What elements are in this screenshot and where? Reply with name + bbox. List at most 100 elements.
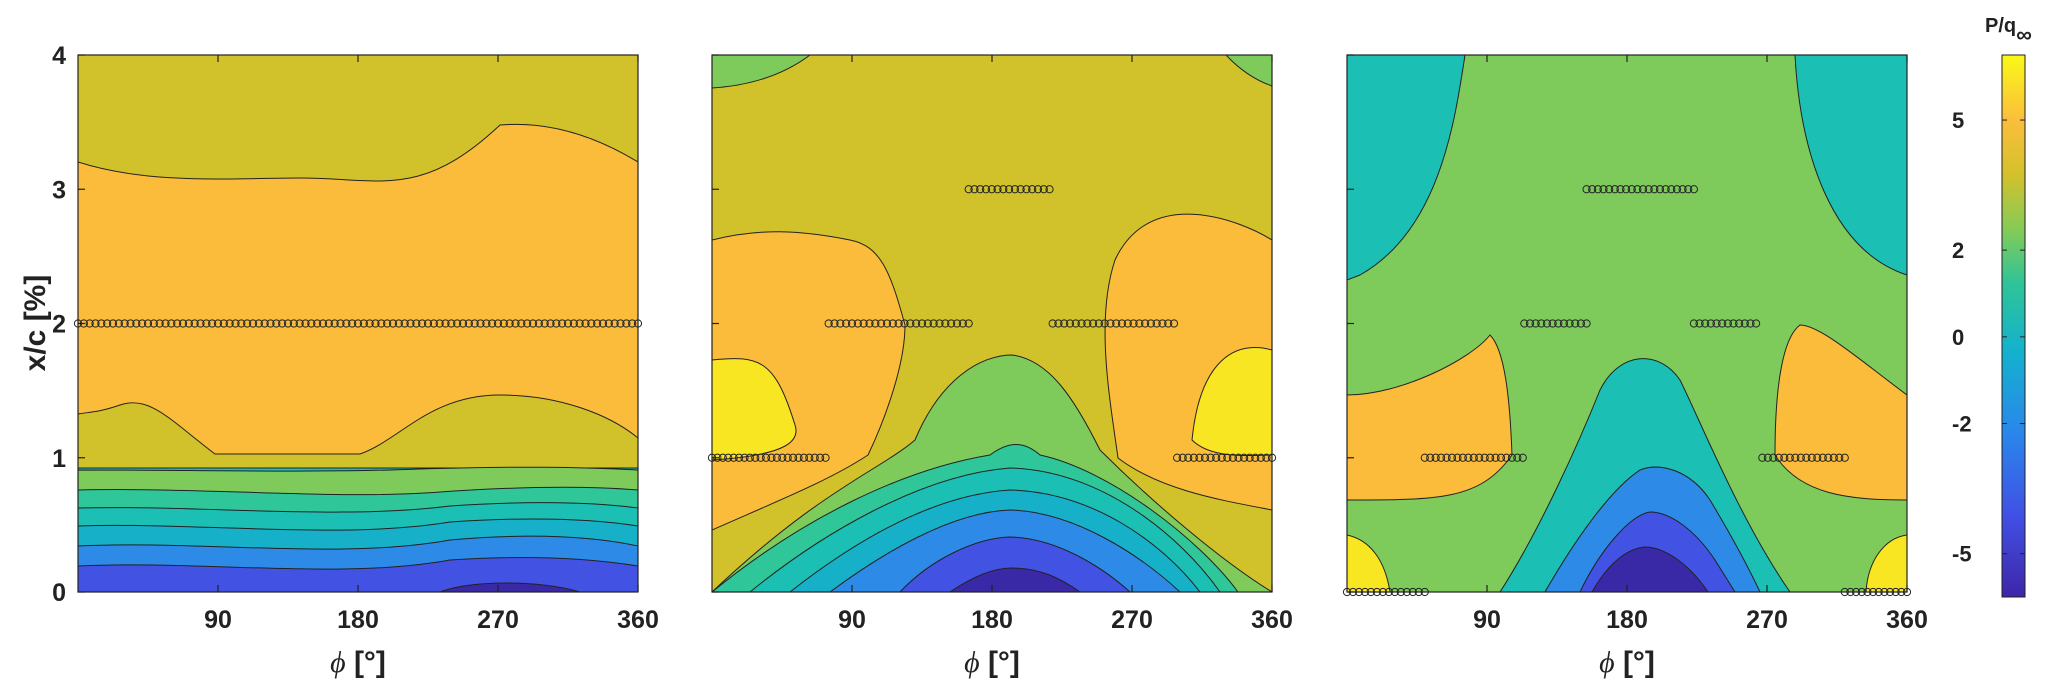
sensor-marker — [783, 453, 792, 462]
x-axis-title-1: ϕ [°] — [330, 646, 386, 679]
sensor-marker — [756, 453, 765, 462]
sensor-marker — [318, 319, 328, 328]
sensor-marker — [225, 319, 234, 328]
sensor-marker — [406, 319, 415, 328]
p1-band-darkblue — [439, 582, 581, 592]
sensor-marker — [447, 319, 456, 328]
sensor-marker — [1513, 453, 1522, 462]
x-tick-label: 360 — [1251, 606, 1293, 634]
sensor-marker — [1065, 319, 1075, 328]
sensor-marker — [1123, 319, 1132, 328]
sensor-marker — [935, 319, 944, 328]
sensor-marker — [729, 453, 738, 462]
sensor-marker — [1588, 185, 1597, 194]
sensor-marker — [1496, 453, 1506, 462]
sensor-marker — [751, 453, 760, 462]
sensor-marker — [1780, 453, 1789, 462]
panel-2-y-tickmarks — [712, 54, 719, 593]
sensor-marker — [1010, 185, 1019, 194]
sensor-marker — [458, 319, 468, 328]
sensor-marker — [941, 319, 950, 328]
sensor-marker — [805, 453, 814, 462]
sensor-marker — [1582, 185, 1591, 194]
panel-3-contours — [1347, 55, 1907, 592]
sensor-marker — [91, 319, 100, 328]
sensor-marker — [1880, 587, 1889, 597]
sensor-marker — [313, 319, 322, 328]
x-tick-label: 360 — [617, 606, 659, 634]
sensor-marker — [767, 453, 776, 462]
sensor-marker — [371, 319, 380, 328]
sensor-marker — [1071, 319, 1080, 328]
sensor-marker — [1206, 453, 1215, 462]
sensor-marker — [453, 319, 462, 328]
sensor-marker — [423, 319, 433, 328]
sensor-marker — [616, 319, 625, 328]
x-tick-label: 180 — [971, 606, 1013, 634]
sensor-marker — [1480, 453, 1489, 462]
sensor-marker — [289, 319, 298, 328]
sensor-marker — [97, 319, 106, 328]
sensor-marker — [900, 319, 909, 328]
sensor-marker — [569, 319, 578, 328]
panel-2-x-ticks: 90 180 270 360 — [838, 55, 1293, 634]
sensor-marker — [190, 319, 199, 328]
sensor-marker — [859, 319, 868, 328]
x-tick-label: 360 — [1886, 606, 1928, 634]
sensor-marker — [761, 453, 771, 462]
sensor-marker — [1571, 319, 1580, 328]
sensor-marker — [718, 453, 727, 462]
sensor-marker — [1195, 453, 1204, 462]
sensor-marker — [1129, 319, 1138, 328]
sensor-marker — [173, 319, 182, 328]
sensor-marker — [853, 319, 862, 328]
sensor-marker — [1531, 319, 1540, 328]
y-tick-label: 0 — [52, 579, 66, 607]
sensor-marker — [1164, 319, 1173, 328]
sensor-marker — [1863, 587, 1872, 597]
sensor-marker — [981, 185, 991, 194]
sensor-marker — [1135, 319, 1144, 328]
sensor-marker — [1048, 319, 1057, 328]
sensor-marker — [208, 319, 217, 328]
sensor-marker — [499, 319, 508, 328]
p2-yellow-right — [1191, 347, 1272, 457]
sensor-marker — [622, 319, 631, 328]
sensor-marker — [794, 453, 803, 462]
sensor-marker — [1542, 319, 1552, 328]
sensor-marker — [964, 185, 973, 194]
sensor-marker — [365, 319, 374, 328]
sensor-marker — [1408, 587, 1417, 597]
sensor-marker — [348, 319, 357, 328]
sensor-marker — [877, 319, 886, 328]
sensor-marker — [1621, 185, 1631, 194]
x-tick-label: 270 — [1746, 606, 1788, 634]
x-axis-title-3: ϕ [°] — [1599, 646, 1655, 679]
sensor-marker — [114, 319, 123, 328]
sensor-marker — [745, 453, 754, 462]
sensor-marker — [336, 319, 345, 328]
sensor-marker — [1228, 453, 1238, 462]
sensor-marker — [1582, 319, 1591, 328]
sensor-marker — [1491, 453, 1500, 462]
sensor-marker — [923, 319, 932, 328]
sensor-marker — [1158, 319, 1167, 328]
sensor-marker — [1384, 587, 1393, 597]
p2-lobe-blue — [899, 536, 1131, 592]
sensor-marker — [1212, 453, 1221, 462]
sensor-marker — [789, 453, 798, 462]
sensor-marker — [1712, 319, 1721, 328]
sensor-marker — [1718, 319, 1727, 328]
sensor-marker — [1146, 319, 1155, 328]
sensor-marker — [598, 319, 608, 328]
sensor-marker — [888, 319, 897, 328]
sensor-marker — [1141, 319, 1150, 328]
sensor-marker — [1593, 185, 1602, 194]
sensor-marker — [1486, 453, 1495, 462]
sensor-marker — [842, 319, 851, 328]
sensor-marker — [1354, 587, 1364, 597]
sensor-marker — [138, 319, 147, 328]
sensor-marker — [1885, 587, 1895, 597]
sensor-marker — [847, 319, 857, 328]
sensor-marker — [976, 185, 985, 194]
